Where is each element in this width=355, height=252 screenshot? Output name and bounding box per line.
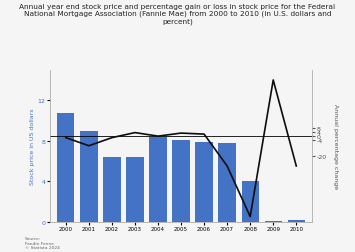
Bar xyxy=(241,181,259,222)
Bar xyxy=(173,140,190,222)
Bar xyxy=(196,142,213,222)
Bar xyxy=(218,143,236,222)
Bar xyxy=(288,220,305,222)
Text: Annual year end stock price and percentage gain or loss in stock price for the F: Annual year end stock price and percenta… xyxy=(20,4,335,25)
Y-axis label: Stock price in US dollars: Stock price in US dollars xyxy=(30,108,35,184)
Y-axis label: Annual percentage change: Annual percentage change xyxy=(333,104,338,188)
Bar xyxy=(126,157,144,222)
Bar xyxy=(264,221,282,222)
Text: Source:
Fandie Fenne
© Statista 2024: Source: Fandie Fenne © Statista 2024 xyxy=(25,236,60,249)
Bar xyxy=(103,157,121,222)
Bar xyxy=(80,131,98,222)
Bar xyxy=(57,114,75,222)
Bar xyxy=(149,137,166,222)
